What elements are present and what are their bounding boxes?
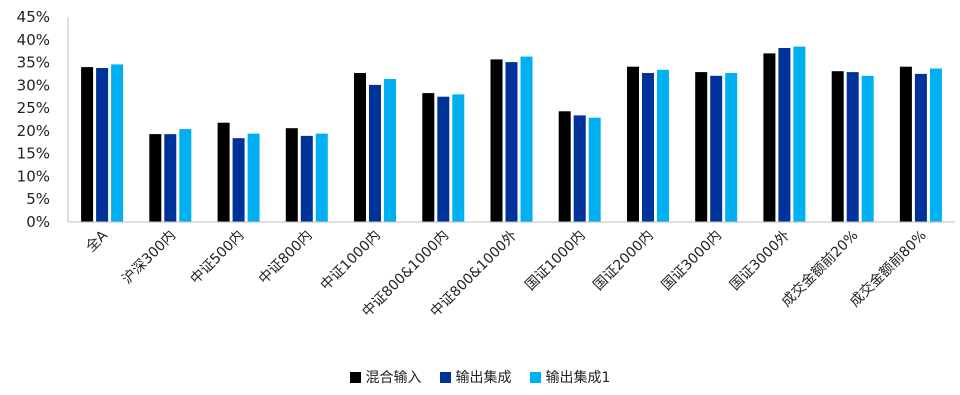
bar xyxy=(369,84,381,223)
y-tick-label: 45% xyxy=(17,8,50,26)
y-tick-label: 25% xyxy=(17,99,50,117)
x-tick-label: 中证500内 xyxy=(187,228,247,288)
legend-swatch xyxy=(439,371,451,383)
legend-item: 混合输入 xyxy=(349,367,422,387)
bar xyxy=(247,133,260,222)
y-tick-label: 15% xyxy=(17,145,50,163)
bar xyxy=(490,59,503,223)
bar xyxy=(558,111,571,222)
bar xyxy=(232,138,245,222)
x-tick-label: 沪深300内 xyxy=(119,228,179,288)
bar xyxy=(861,75,874,222)
bar xyxy=(354,73,366,222)
legend: 混合输入 输出集成 输出集成1 xyxy=(0,367,960,387)
x-axis: 全A 沪深300内 中证500内 中证800内 中证1000内中证800&1000内中证… xyxy=(68,221,955,320)
x-tick-label: 国证3000外 xyxy=(727,228,793,294)
y-axis: 0% 5% 10% 15% 20% 25% 30% 35% 40% 45% xyxy=(17,8,69,231)
bar xyxy=(725,73,738,222)
y-tick-label: 20% xyxy=(17,122,50,140)
legend-item: 输出集成1 xyxy=(529,367,611,387)
bar xyxy=(520,56,533,222)
legend-label: 混合输入 xyxy=(365,370,422,386)
bar xyxy=(763,53,776,223)
bar xyxy=(164,134,177,222)
bar xyxy=(217,122,230,222)
bar xyxy=(831,71,844,222)
bar xyxy=(300,135,313,222)
legend-swatch xyxy=(529,371,541,383)
y-tick-label: 0% xyxy=(26,213,50,231)
bar xyxy=(899,66,912,222)
y-tick-label: 40% xyxy=(17,31,50,49)
bar xyxy=(588,117,601,222)
bar xyxy=(573,115,586,222)
bars xyxy=(81,46,942,223)
x-tick-label: 全A xyxy=(82,227,111,256)
legend-swatch xyxy=(349,371,361,383)
bar xyxy=(81,67,94,222)
x-tick-label: 国证1000内 xyxy=(522,228,588,294)
bar xyxy=(285,128,298,222)
bar xyxy=(642,73,654,222)
bar xyxy=(627,66,639,222)
x-tick-label: 国证3000内 xyxy=(659,228,725,294)
bar xyxy=(657,69,669,222)
bar xyxy=(422,93,435,222)
legend-label: 输出集成 xyxy=(455,370,512,386)
y-tick-label: 30% xyxy=(17,76,50,94)
legend-item: 输出集成 xyxy=(439,367,512,387)
y-tick-label: 35% xyxy=(17,54,50,72)
x-tick-label: 中证800内 xyxy=(256,228,316,288)
bar xyxy=(710,75,723,222)
x-tick-label: 国证2000内 xyxy=(591,228,657,294)
y-tick-label: 5% xyxy=(26,190,50,208)
bar xyxy=(384,79,396,222)
bar xyxy=(315,133,328,222)
bar xyxy=(505,62,518,222)
y-tick-label: 10% xyxy=(17,167,50,185)
bar xyxy=(96,68,109,222)
bar xyxy=(695,72,708,222)
bar xyxy=(437,96,450,222)
bar xyxy=(179,129,192,222)
bar xyxy=(111,64,124,223)
bar xyxy=(846,72,859,222)
x-tick-label: 中证1000内 xyxy=(318,228,384,294)
bar xyxy=(149,134,162,222)
bar xyxy=(452,94,465,222)
bar xyxy=(929,68,942,222)
bar xyxy=(914,73,927,223)
bar xyxy=(793,46,806,222)
bar xyxy=(778,48,791,222)
legend-label: 输出集成1 xyxy=(545,370,611,386)
